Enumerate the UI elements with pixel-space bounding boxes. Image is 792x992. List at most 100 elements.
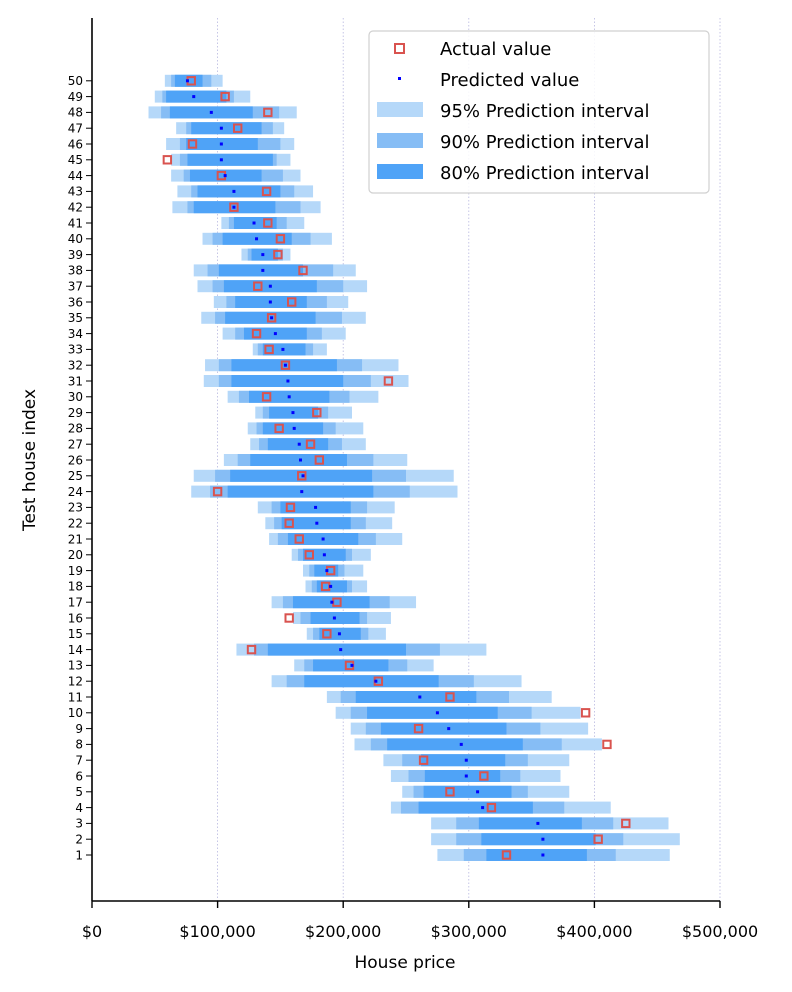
legend-actual-label: Actual value (440, 39, 551, 60)
y-tick-label: 9 (75, 722, 83, 736)
y-tick-label: 5 (75, 785, 83, 799)
y-tick-label: 19 (68, 564, 83, 578)
actual-marker-house-5 (445, 787, 455, 797)
predicted-marker-house-20 (322, 553, 326, 557)
pi80-bar-house-6 (424, 770, 501, 782)
pi80-bar-house-14 (267, 643, 406, 656)
legend-predicted-label: Predicted value (440, 70, 579, 91)
x-ticks: $0 $100,000 $200,000 $300,000 $400,000 $500,0… (82, 901, 758, 941)
y-tick-label: 43 (68, 185, 83, 199)
x-tick-label: $0 (82, 922, 102, 941)
y-tick-label: 31 (68, 374, 83, 388)
predicted-marker-house-45 (219, 158, 223, 162)
y-tick-label: 32 (68, 359, 83, 373)
actual-marker-house-10 (580, 708, 591, 718)
predicted-marker-house-8 (459, 742, 463, 746)
actual-marker-house-14 (246, 644, 257, 655)
actual-marker-house-15 (322, 629, 332, 639)
pi80-bar-house-4 (418, 801, 533, 814)
y-tick-label: 50 (68, 74, 83, 88)
pi80-bar-house-5 (423, 785, 512, 798)
predicted-marker-house-49 (192, 95, 196, 99)
predicted-marker-house-23 (314, 505, 318, 509)
pi80-bar-house-3 (478, 817, 582, 830)
actual-marker-house-36 (287, 297, 297, 307)
predicted-marker-house-30 (287, 395, 291, 399)
actual-marker-house-48 (263, 107, 273, 118)
y-tick-label: 17 (68, 596, 83, 610)
x-tick-label: $100,000 (179, 922, 255, 941)
actual-marker-house-39 (273, 249, 283, 260)
y-tick-label: 1 (75, 848, 83, 862)
y-axis-title: Test house index (20, 389, 40, 532)
predicted-marker-house-28 (292, 426, 296, 430)
predicted-marker-house-1 (541, 853, 545, 857)
predicted-marker-house-6 (464, 774, 468, 778)
y-ticks: 1234567891011121314151617181920212223242… (68, 74, 92, 862)
predicted-marker-house-3 (536, 821, 540, 825)
y-tick-label: 37 (68, 280, 83, 294)
predicted-marker-house-31 (286, 379, 290, 383)
y-tick-label: 15 (68, 627, 83, 641)
pi80-bar-house-12 (304, 675, 439, 688)
y-tick-label: 46 (68, 137, 83, 151)
predicted-marker-house-24 (300, 490, 304, 494)
actual-marker-house-28 (274, 423, 284, 434)
y-tick-label: 48 (68, 106, 83, 120)
pi80-bar-house-25 (230, 469, 373, 482)
y-tick-label: 3 (75, 817, 83, 831)
y-tick-label: 35 (68, 311, 83, 325)
y-tick-label: 18 (68, 580, 83, 594)
pi80-bar-house-11 (355, 691, 477, 703)
actual-marker-house-42 (229, 202, 239, 212)
actual-marker-house-20 (304, 550, 314, 560)
points-layer (162, 76, 631, 860)
predicted-marker-house-26 (298, 458, 302, 462)
predicted-marker-house-11 (418, 695, 422, 699)
actual-marker-house-30 (261, 392, 272, 402)
actual-marker-house-3 (621, 818, 631, 829)
predicted-marker-house-41 (252, 221, 256, 225)
y-tick-label: 25 (68, 469, 83, 483)
pi80-bar-house-8 (387, 738, 523, 751)
actual-marker-house-46 (187, 139, 198, 149)
actual-marker-house-8 (602, 739, 612, 750)
legend-predicted-marker (398, 77, 401, 80)
actual-marker-house-32 (280, 360, 291, 370)
actual-marker-house-6 (479, 771, 489, 781)
actual-marker-house-23 (285, 502, 296, 513)
y-tick-label: 4 (75, 801, 83, 815)
predicted-marker-house-43 (232, 189, 236, 193)
actual-marker-house-31 (383, 376, 394, 386)
actual-marker-house-4 (486, 802, 497, 813)
legend: Actual value Predicted value 95% Predict… (368, 30, 710, 194)
actual-marker-house-9 (413, 723, 424, 734)
legend-actual-marker (394, 43, 405, 54)
y-tick-label: 6 (75, 769, 83, 783)
pi80-bar-house-26 (250, 454, 347, 466)
actual-marker-house-7 (418, 755, 429, 765)
predicted-marker-house-25 (301, 474, 305, 478)
x-tick-label: $300,000 (431, 922, 507, 941)
y-tick-label: 39 (68, 248, 83, 262)
x-tick-label: $500,000 (682, 922, 758, 941)
y-tick-label: 42 (68, 201, 83, 215)
actual-marker-house-34 (251, 328, 262, 339)
y-tick-label: 34 (68, 327, 83, 341)
actual-marker-house-38 (298, 265, 308, 276)
predicted-marker-house-48 (209, 110, 213, 114)
predicted-marker-house-50 (185, 79, 189, 83)
predicted-marker-house-32 (283, 363, 287, 367)
pi80-bar-house-7 (421, 754, 506, 767)
y-tick-label: 49 (68, 90, 83, 104)
predicted-marker-house-13 (350, 663, 354, 667)
predicted-marker-house-44 (223, 174, 227, 178)
actual-marker-house-41 (263, 218, 273, 228)
y-tick-label: 36 (68, 295, 83, 309)
pi80-bar-house-2 (481, 833, 596, 846)
predicted-marker-house-9 (447, 727, 451, 731)
y-tick-label: 24 (68, 485, 83, 499)
legend-pi80-swatch (377, 164, 423, 179)
interval-bars-layer (148, 74, 680, 861)
y-tick-label: 14 (68, 643, 83, 657)
